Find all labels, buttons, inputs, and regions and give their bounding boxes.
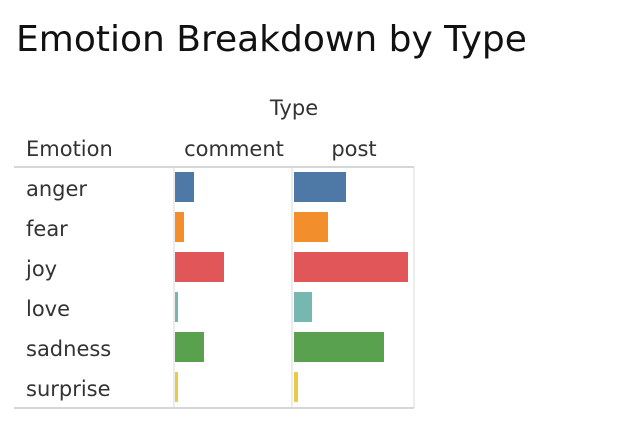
category-label-joy: joy	[25, 257, 57, 281]
bar-post-fear	[294, 212, 328, 242]
bar-comment-love	[175, 292, 178, 322]
chart-marks: anger fear joy love sadness surprise	[14, 166, 415, 409]
column-header: Type	[269, 96, 318, 120]
bar-post-surprise	[294, 372, 298, 402]
bar-comment-surprise	[175, 372, 178, 402]
bar-post-sadness	[294, 332, 384, 362]
category-label-fear: fear	[26, 217, 68, 241]
category-label-love: love	[26, 297, 70, 321]
bar-comment-fear	[175, 212, 184, 242]
bar-post-joy	[294, 252, 408, 282]
category-label-anger: anger	[26, 177, 87, 201]
series-label-post: post	[331, 137, 376, 161]
bar-comment-anger	[175, 172, 194, 202]
bar-post-anger	[294, 172, 346, 202]
chart-title: Emotion Breakdown by Type	[16, 19, 527, 60]
series-label-comment: comment	[184, 137, 284, 161]
category-label-sadness: sadness	[26, 337, 111, 361]
bar-comment-sadness	[175, 332, 204, 362]
bar-comment-joy	[175, 252, 224, 282]
bar-post-love	[294, 292, 312, 322]
row-header: Emotion	[26, 137, 113, 161]
category-label-surprise: surprise	[26, 377, 111, 401]
